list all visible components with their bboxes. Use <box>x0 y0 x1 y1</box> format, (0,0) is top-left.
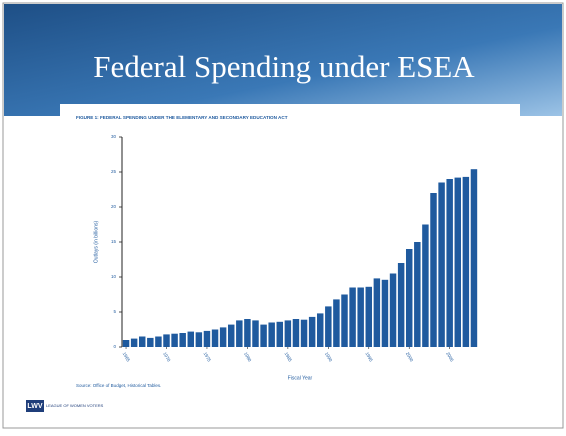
x-tick-label: 1980 <box>243 351 253 363</box>
bar <box>122 340 130 347</box>
bar <box>179 333 186 347</box>
bar <box>171 333 178 347</box>
x-tick-label: 1985 <box>283 351 293 363</box>
chart-title: FIGURE 1: FEDERAL SPENDING UNDER THE ELE… <box>76 115 288 120</box>
bar <box>446 179 453 347</box>
bar <box>357 287 364 347</box>
bar <box>163 334 170 347</box>
bar <box>333 299 340 347</box>
y-tick-label: 20 <box>111 204 117 209</box>
bar <box>130 338 138 347</box>
bar <box>389 273 397 347</box>
bar <box>252 320 259 347</box>
bar <box>284 320 292 347</box>
source: Source: Office of Budget, Historical Tab… <box>76 383 161 388</box>
bar <box>308 316 316 347</box>
bar <box>155 336 162 347</box>
bar <box>325 306 332 347</box>
bar <box>187 331 195 347</box>
logo-text: LEAGUE OF WOMEN VOTERS <box>46 403 104 408</box>
header-band <box>4 4 562 116</box>
x-tick-label: 1970 <box>162 351 172 363</box>
y-tick-label: 25 <box>111 169 117 174</box>
bar <box>276 321 284 347</box>
bar <box>292 319 300 347</box>
bar <box>430 193 437 347</box>
x-tick-label: 1995 <box>364 351 374 363</box>
bar <box>316 313 324 347</box>
bar <box>244 319 251 347</box>
bar <box>203 330 211 347</box>
bar <box>349 287 356 347</box>
bar <box>300 319 308 347</box>
bar <box>236 320 243 347</box>
x-tick-label: 1975 <box>203 351 213 363</box>
bar <box>268 322 275 347</box>
bar <box>341 294 348 347</box>
x-tick-label: 2005 <box>445 351 455 363</box>
bar <box>422 224 429 347</box>
bar <box>454 177 462 347</box>
bar <box>405 249 413 347</box>
logo-mark: LWV <box>27 403 42 410</box>
y-tick-label: 10 <box>111 274 117 279</box>
bar <box>138 336 146 347</box>
bar <box>397 263 405 347</box>
bar <box>470 169 478 347</box>
bar <box>147 337 154 347</box>
x-axis-label: Fiscal Year <box>288 375 313 381</box>
bar <box>462 176 470 347</box>
slide-title: Federal Spending under ESEA <box>93 49 475 84</box>
bar <box>365 286 373 347</box>
y-tick-label: 5 <box>113 309 116 314</box>
bar <box>195 332 203 347</box>
x-tick-label: 1990 <box>324 351 334 363</box>
x-tick-label: 2000 <box>405 351 415 363</box>
bar <box>219 327 227 347</box>
bar <box>373 278 381 347</box>
y-tick-label: 0 <box>113 344 116 349</box>
bar <box>381 279 389 347</box>
y-tick-label: 30 <box>111 134 117 139</box>
bar <box>260 324 267 347</box>
x-tick-label: 1965 <box>122 351 132 363</box>
y-tick-label: 15 <box>111 239 117 244</box>
y-axis-label: Outlays (in billions) <box>93 221 99 264</box>
bar <box>438 182 445 347</box>
bar <box>211 329 219 347</box>
bar <box>414 242 421 347</box>
logo-mark-bg <box>26 400 44 412</box>
bar <box>227 324 235 347</box>
